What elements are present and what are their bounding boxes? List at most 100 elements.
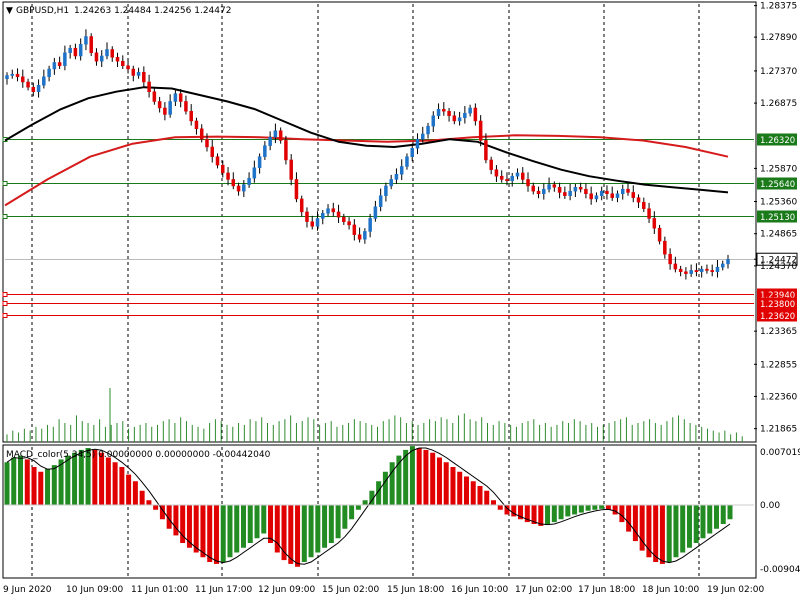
candle-body [236,185,241,192]
macd-histogram-bar [45,468,51,505]
macd-histogram-bar [207,505,213,562]
macd-histogram-bar [153,505,159,510]
candle-body [447,110,451,117]
macd-histogram-bar [538,505,544,526]
macd-histogram-bar [484,490,490,505]
time-tick-label: 11 Jun 17:00 [195,585,252,595]
candle-body [526,179,530,187]
candle-body [715,266,720,272]
macd-histogram-bar [220,505,226,562]
candle-body [73,47,78,57]
candle-body [126,65,130,70]
candle-body [720,263,725,268]
candle-body [89,36,93,53]
macd-histogram-bar [254,505,260,539]
candle-body [242,184,246,192]
macd-histogram-bar [38,471,44,505]
ma-fast-line [4,86,729,194]
price-tick-label: 1.25360 [760,198,797,208]
macd-histogram-bar [389,462,395,505]
macd-histogram-bar [578,505,584,513]
candle-body [594,195,599,200]
current-price-tag [756,252,798,266]
candle-body [578,186,583,190]
macd-histogram-bar [491,500,497,505]
candle-body [557,186,562,193]
candle-body [184,101,188,112]
price-tick-label: 1.24865 [760,230,797,240]
macd-histogram-bar [518,505,524,520]
macd-tick-label: -0.0090484 [760,565,800,575]
price-axis: 1.28375 1.27890 1.27370 1.26875 1.25870 1.253… [754,2,800,575]
level-anchor [2,181,8,186]
macd-histogram-bar [99,452,105,505]
macd-histogram-bar [700,505,706,539]
candle-body [405,156,409,167]
macd-histogram-bar [126,474,132,505]
macd-histogram-bar [558,505,564,520]
macd-histogram-bar [31,467,37,505]
candle-body [252,167,257,179]
candle-body [684,271,688,274]
macd-histogram-bar [396,455,402,505]
candle-body [273,130,278,138]
candle-body [278,130,283,141]
price-panel-frame [2,1,757,443]
candle-body [615,193,620,198]
candle-body [121,60,125,66]
level-price-tag [757,210,797,223]
price-tick-label: 1.21865 [760,425,797,435]
chart-symbol-dropdown-icon[interactable]: ▼ [6,6,13,16]
time-tick-label: 16 Jun 10:00 [451,585,508,595]
macd-histogram-bar [173,505,179,536]
candle-body [499,175,504,180]
candle-body [231,179,236,187]
macd-histogram-bar [680,505,686,553]
moving-averages [4,86,729,207]
candle-body [505,179,509,181]
macd-histogram-bar [105,457,111,505]
candle-body [147,81,151,92]
candle-body [626,188,630,193]
macd-histogram-bar [4,462,10,505]
macd-histogram-bar [403,449,409,505]
candle-body [257,156,262,168]
macd-histogram-bar [477,486,483,505]
candlesticks [5,29,730,280]
candle-body [647,208,651,219]
candle-body [26,81,30,88]
candle-body [415,138,420,149]
macd-histogram-bar [193,505,199,553]
candle-body [321,212,325,219]
candle-body [99,55,104,62]
macd-histogram-bar [180,505,186,543]
time-tick-label: 17 Jun 02:00 [515,585,572,595]
macd-histogram-bar [186,505,192,548]
macd-histogram-bar [281,505,287,561]
candle-body [484,140,488,161]
macd-histogram-bar [72,452,78,505]
vertical-grid [31,4,700,576]
candle-body [47,68,51,78]
macd-histogram-bar [470,481,476,505]
level-price-tag [757,133,797,146]
candle-body [631,192,636,198]
candle-body [194,120,199,130]
macd-histogram-bar [328,505,334,543]
candle-body [521,172,525,180]
macd-histogram-bar [713,505,719,529]
candle-body [168,101,172,115]
candle-body [410,148,414,157]
macd-histogram-bar [565,505,571,517]
candle-body [431,115,436,127]
macd-histogram-bar [531,505,537,524]
candle-body [163,107,167,115]
candle-body [531,185,536,192]
macd-histogram-bar [315,505,321,553]
candle-body [268,136,272,146]
macd-histogram-bar [119,467,125,505]
macd-histogram-bar [65,455,71,505]
time-axis: 9 Jun 2020 10 Jun 09:00 11 Jun 01:00 11 Jun… [3,585,764,595]
candle-body [189,110,193,122]
